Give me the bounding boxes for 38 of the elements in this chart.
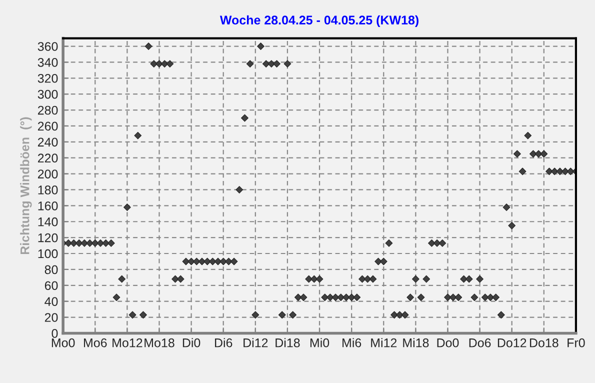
x-tick-label: Mi12: [371, 338, 397, 348]
x-tick-label: Do18: [530, 338, 558, 348]
y-tick-label: 100: [38, 249, 58, 258]
y-tick-label: 200: [38, 170, 58, 178]
y-tick-label: 320: [38, 74, 58, 83]
y-tick-label: 40: [44, 297, 58, 306]
x-tick-label: Do0: [437, 338, 459, 348]
y-tick-label: 160: [38, 201, 58, 210]
x-tick-label: Fr0: [568, 338, 585, 348]
x-tick-label: Do6: [469, 338, 491, 348]
y-tick-label: 120: [38, 233, 58, 242]
x-tick-label: Mi18: [403, 338, 429, 348]
y-tick-label: 340: [38, 58, 58, 67]
x-tick-label: Mi6: [342, 338, 362, 348]
x-tick-label: Di12: [244, 338, 268, 348]
y-tick-label: 220: [38, 154, 58, 163]
x-tick-label: Mo12: [112, 338, 142, 348]
y-axis-title: Richtung Windböen (°): [20, 117, 32, 254]
x-tick-label: Mo18: [144, 338, 174, 348]
y-tick-label: 140: [38, 217, 58, 226]
y-tick-label: 240: [38, 138, 58, 147]
x-tick-label: Mi0: [310, 338, 330, 348]
x-tick-label: Di18: [276, 338, 300, 348]
y-tick-label: 280: [38, 106, 58, 115]
x-tick-label: Mo0: [52, 338, 75, 348]
y-tick-label: 80: [44, 265, 58, 274]
x-tick-label: Di0: [182, 338, 200, 348]
x-tick-label: Di6: [214, 338, 232, 348]
x-tick-label: Do12: [498, 338, 526, 348]
chart-title: Woche 28.04.25 - 04.05.25 (KW18): [220, 15, 418, 28]
y-tick-label: 300: [38, 90, 58, 99]
y-tick-label: 60: [44, 281, 58, 290]
y-tick-label: 20: [44, 313, 58, 322]
y-tick-label: 0: [52, 329, 58, 338]
y-tick-label: 360: [38, 42, 58, 51]
y-tick-label: 260: [38, 122, 58, 131]
y-tick-label: 180: [38, 186, 58, 194]
x-tick-label: Mo6: [84, 338, 107, 348]
